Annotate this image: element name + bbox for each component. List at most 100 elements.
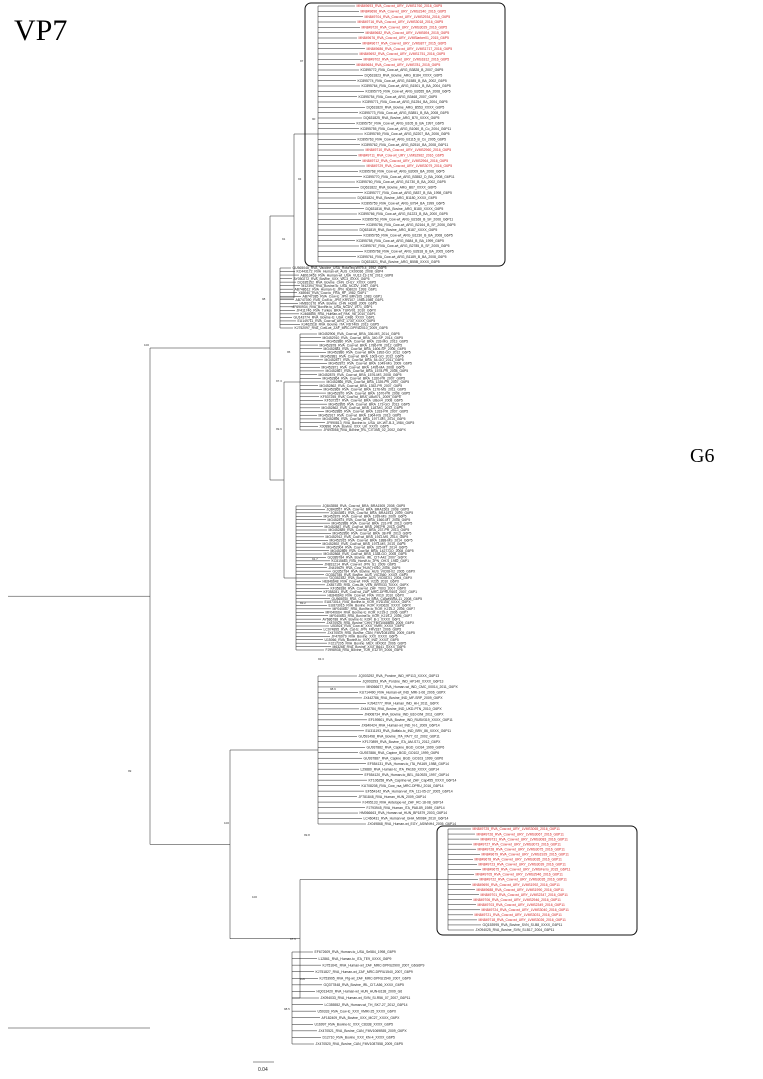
leaf-label: KC895759_RVA_Cow-wt_ARG_B794_BA_1999_G6P…	[362, 202, 445, 206]
leaf-label: HM810176_RVA_Bovine_CHN_HQ88_2009_G6P5	[300, 301, 377, 305]
leaf-label: MN849701_RVA_Cow-wt_URY_LVMS2347_2016_G6…	[481, 893, 568, 897]
leaf-label: KC895761_RVA_Cow-wt_ARG_B1189_B_BA_2008_…	[358, 255, 447, 259]
leaf-label: AF182409_RVA_Bovine_XXX_MC27_XXXX_G6PX	[322, 1016, 401, 1020]
bootstrap-value: 97	[300, 59, 304, 63]
bootstrap-value: 99.8	[304, 833, 310, 837]
leaf-label: MG452887_RVA_Cow-wt_BRA_295-PR_2013_G6P5	[325, 525, 406, 529]
leaf-label: JQ003292_RVA_Porcine_IND_HP113_XXXX_G6P1…	[359, 674, 440, 678]
leaf-label: MN849688_RVA_Cow-wt_URY_LVMS1990_2016_G6…	[477, 888, 564, 892]
leaf-label: KC895773_RVA_Cow-wt_ARG_B3851_B_BA_2008_…	[360, 111, 449, 115]
leaf-label: FJ793945_RVA_Human_ITA_PA8-89_1989_G6P14	[367, 806, 445, 810]
leaf-label: MG452874_RVA_Cow-wt_BRA_1560-MT_2008_G6P…	[328, 518, 411, 522]
leaf-label: JX094033_RVA_Human-wt_SVN_SI-R56_07_2007…	[321, 996, 411, 1000]
leaf-label: EF554120_RVA_Human-tc_BEL_B10925_1997_G6…	[365, 773, 450, 777]
leaf-label: KC443172_RVA_Human-wt_AUS_CK00036_2008_G…	[297, 270, 384, 274]
leaf-label: KC895764_RVA_Cow-wt_ARG_B1501_B_BA_2004_…	[362, 84, 451, 88]
leaf-label: JF411746_RVA_Turkey_BRA_TURV01_2010_G6PX	[297, 309, 377, 313]
leaf-label: DQ631822_RVA_Bovine_ARG_B67_XXXX_G6P5	[361, 186, 437, 190]
leaf-label: MN849677_RVA_Cow-wt_URY_LVMS877_2015_G6P…	[363, 42, 447, 46]
scale-bar: 0.04	[253, 1061, 274, 1073]
leaf-label: JX049868_RVA_Human-wt_EGY_ASWNH4_2005_G6…	[368, 822, 457, 826]
highlight-box-g6p5	[304, 2, 506, 267]
leaf-label: MN849727_RVA_Cow-wt_URY_LVMS3073_2016_G6…	[474, 842, 561, 846]
leaf-label: AB747385_RVA_Cow-tc_JPN_BRV105_1983_G6P1	[303, 294, 383, 298]
leaf-label: KJ942777_RVA_Human_IND_HH_2011_G6PX	[368, 702, 440, 706]
leaf-label: AB748612_RVA_Human-tc_JPN_Ito8020_1993_G…	[295, 287, 378, 291]
leaf-label: MG452868_RVA_Cow-wt_BRA_1338-GO_2008_G6P…	[324, 552, 407, 556]
leaf-label: LC355552_RVA_Human-wt_TH_SK7-27_2012_G6P…	[325, 1003, 408, 1007]
bootstrap-value: 97.3	[276, 379, 282, 383]
leaf-label: MG452869_RVA_Cow-wt_BRA_1176-MS_2011_G6P…	[324, 388, 407, 392]
leaf-label: KJ751827_RVA_Human-wt_ZAF_MRC-DPRU1540_2…	[316, 970, 413, 974]
leaf-label: JX470521_RVA_Bovine_CAN_FMV1069B55_2009_…	[319, 1029, 408, 1033]
leaf-label: MN849728_RVA_Cow-wt_URY_LVMS3075_2016_G6…	[478, 847, 565, 851]
bootstrap-value: 98	[262, 297, 266, 301]
leaf-label: U53924_RVA_Cow-tc_XXX_VMRI_XXXX_G6P5	[331, 624, 404, 628]
leaf-label: MG452862_RVA_Cow-wt_BRA_118-MG_2012_G6P5	[322, 406, 403, 410]
leaf-label: MN849716_RVA_Cow-wt_URY_LVMS3018_2016_G6…	[358, 20, 444, 24]
leaf-label: MN849710_RVA_Cow-wt_URY_LVMS2960_2016_G6…	[366, 148, 452, 152]
leaf-label: L12861_RVA_Human-tc_ITA_TE9_XXXX_G6P9	[319, 957, 392, 961]
leaf-label: M63266_RVA_Bovine_XXX_B641_XXXX_G6P5	[333, 645, 406, 649]
leaf-label: KC895767_RVA_Cow-wt_ARG_B2785_B_SF_2005_…	[361, 244, 450, 248]
leaf-label: DQ631819_RVA_Bovine_ARG_B187_XXXX_G6P5	[360, 228, 438, 232]
leaf-label: MG452892_RVA_Cow-wt_BRA_1973-MS_2014_G6P…	[323, 542, 406, 546]
leaf-label: MG452869_RVA_Cow-wt_BRA_1427-GO_2008_G6P…	[331, 549, 414, 553]
leaf-label: MN849725_RVA_Cow-wt_URY_LVMS3065_2016_G6…	[473, 827, 560, 831]
leaf-label: KC895757_RVA_Cow-wt_ARG_B105_B_BA_1997_G…	[357, 122, 444, 126]
leaf-label: KC895756_RVA_Cow-wt_ARG_B2164_B_SF_2006_…	[367, 223, 456, 227]
leaf-label: EU873014_RVA_Bovine-tc_KOR_KVD108_XXXX_G…	[325, 600, 412, 604]
leaf-label: MN849723_RVA_Cow-wt_URY_LVMS3039_2016_G6…	[479, 863, 566, 867]
bootstrap-value: 91	[282, 237, 286, 241]
leaf-label: KF537257_RVA_Cow-wt_BRA_UBov4_2008_G6P5	[325, 399, 403, 403]
leaf-label: MG452871_RVA_Cow-wt_BRA_1495-MA_2008_G6P…	[322, 365, 405, 369]
leaf-label: JX442784_RVA_Bovine_IND_UKD-PTN_2010_G6P…	[361, 707, 443, 711]
leaf-label: MN849721_RVA_Cow-wt_URY_LVMS3031_2016_G6…	[475, 913, 562, 917]
leaf-label: GU937882_RVA_Capine_BGD_GO34_1999_G6P6	[367, 745, 445, 749]
leaf-label: JQ843561_RVA_Cow-wt_BRA_BRA1513_2009_G6P…	[331, 511, 414, 515]
bootstrap-value: 98.9	[330, 687, 336, 691]
leaf-label: EU311193_RVA_Buffalo-tc_IND_BRV_86_XXXX_…	[366, 729, 452, 733]
genotype-label: G6	[690, 445, 714, 467]
leaf-label: GU565048_RVA_Vaccine_USA_RotaTeq-WI79-4_…	[293, 266, 387, 270]
leaf-label: MG452878_RVA_Cow-wt_BRA_1786-PR_2012_G6P…	[320, 343, 403, 347]
leaf-label: EF672609_RVA_Human-tc_USA_Se584_1998_G6P…	[315, 950, 396, 954]
leaf-label: JQ843557_RVA_Cow-wt_BRA_BRA1503_2008_G6P…	[327, 508, 410, 512]
leaf-label: JX870925_RVA_Bovine_CHN_FBV1068B55_2009_…	[327, 621, 415, 625]
leaf-label: MN849722_RVA_Cow-wt_URY_LVMS3035_2016_G6…	[480, 878, 567, 882]
leaf-label: KJ462518_RVA_Bovine_ITA_RDT409_2013_G6P5	[302, 323, 380, 327]
leaf-label: HE846643_RVA_Cow-wt_FRA_V010_2010_G6PX	[328, 593, 405, 597]
leaf-label: MN849684_RVA_Cow-wt_URY_LVMS781_2015_G6P…	[357, 63, 441, 67]
leaf-label: MF040663_RVA_Bovine-tc_KOR_KJ19-2_2006_G…	[330, 614, 413, 618]
leaf-label: U50333_RVA_Cow-tc_XXX_VMRI-25_XXXX_G6PX	[318, 1009, 397, 1013]
leaf-label: GQ389784_RVA_Bovine_IRL_CIT-A42_2007_G6P…	[328, 556, 408, 560]
leaf-label: EF554131_RVA_Human-tc_ITA_PA169_1988_G6P…	[368, 762, 449, 766]
leaf-label: MN849718_RVA_Cow-wt_URY_LVMS3026_2016_G6…	[479, 918, 566, 922]
leaf-label: MN849690_RVA_Cow-wt_URY_LVMS1992_2016_G6…	[473, 883, 560, 887]
leaf-label: KC895776_RVA_Cow-wt_ARG_B2655_BA_2008_G6…	[366, 90, 451, 94]
leaf-label: U15066_RVA_Bovine-tc_XXX_IND_XXXX_G6P5	[325, 638, 399, 642]
leaf-label: KC895777_RVA_Cow-wt_ARG_B837_B_BA_1998_G…	[365, 191, 452, 195]
leaf-label: MN849686_RVA_Cow-wt_URY_LVMS1717_2016_G6…	[367, 47, 453, 51]
panel-title: VP7	[14, 14, 67, 47]
leaf-label: KJ751641_RVA_Human-wt_ZAF_MRC-DPRU2900_2…	[323, 963, 425, 967]
bootstrap-value: 99.9	[276, 427, 282, 431]
leaf-label: KC895772_RVA_Cow-wt_ARG_B3828_B_2007_G6P…	[361, 68, 444, 72]
bootstrap-value: 100	[144, 343, 149, 347]
leaf-label: GU591498_RVA_Bovine_ITA_PA77_02_2002_G6P…	[359, 734, 440, 738]
leaf-label: MG452888_RVA_Cow-wt_BRA_231-PR_2013_G6P5	[332, 521, 413, 525]
bootstrap-value: 99	[128, 769, 132, 773]
leaf-label: MN849705_RVA_Cow-wt_URY_LVMS2946_2016_G6…	[476, 873, 563, 877]
bootstrap-value: 91.7	[312, 557, 318, 561]
bootstrap-value: 83.2	[300, 601, 306, 605]
leaf-label: MG452880_RVA_Cow-wt_BRA_1892-GO_2012_G6P…	[328, 351, 411, 355]
leaf-label: MN849676_RVA_Cow-wt_URY_LVMSlarker01_201…	[359, 36, 450, 40]
leaf-label: GQ352382_RVA_Bovine_AUS_VIC08-01_2004_G6…	[330, 576, 414, 580]
leaf-label: GU565040_RVA_Cow-wt_BRA_Ca(wt)BRA-11_200…	[332, 597, 423, 601]
leaf-label: MG452890_RVA_Cow-wt_BRA_38-PR_2013_G6P5	[333, 532, 412, 536]
leaf-label: KF537255_RVA_Cow-wt_BRA_UBov71_2009_G6P5	[321, 395, 401, 399]
leaf-label: DQ631821_RVA_Bovine_ARG_B55B_XXXX_G6P5	[362, 260, 440, 264]
bootstrap-value: 90	[312, 117, 316, 121]
leaf-label: EF199501_RVA_Bovine_IND_RUBV319_XXXX_G6P…	[369, 718, 453, 722]
leaf-label: FJ998938_RVA_Bovine_TUR_E12TR_2006_G6P5	[326, 648, 403, 652]
